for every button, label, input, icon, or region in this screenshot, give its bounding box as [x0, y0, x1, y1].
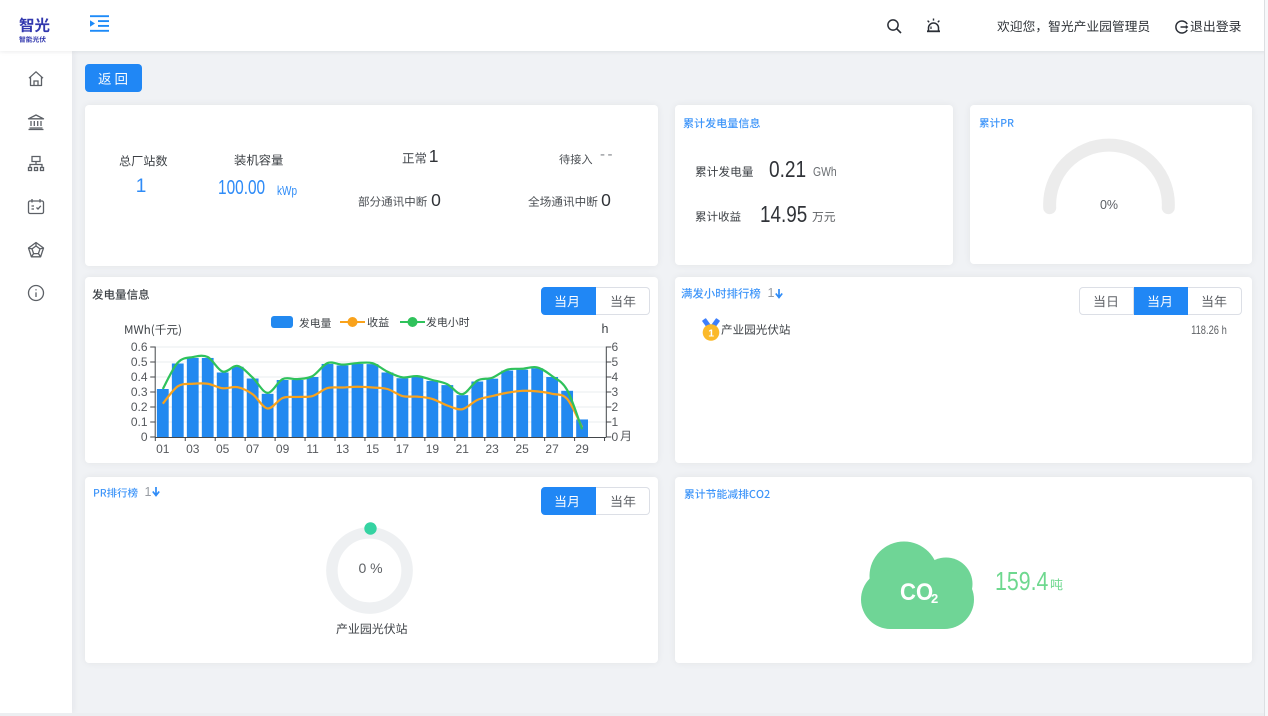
svg-text:1: 1: [708, 328, 714, 340]
